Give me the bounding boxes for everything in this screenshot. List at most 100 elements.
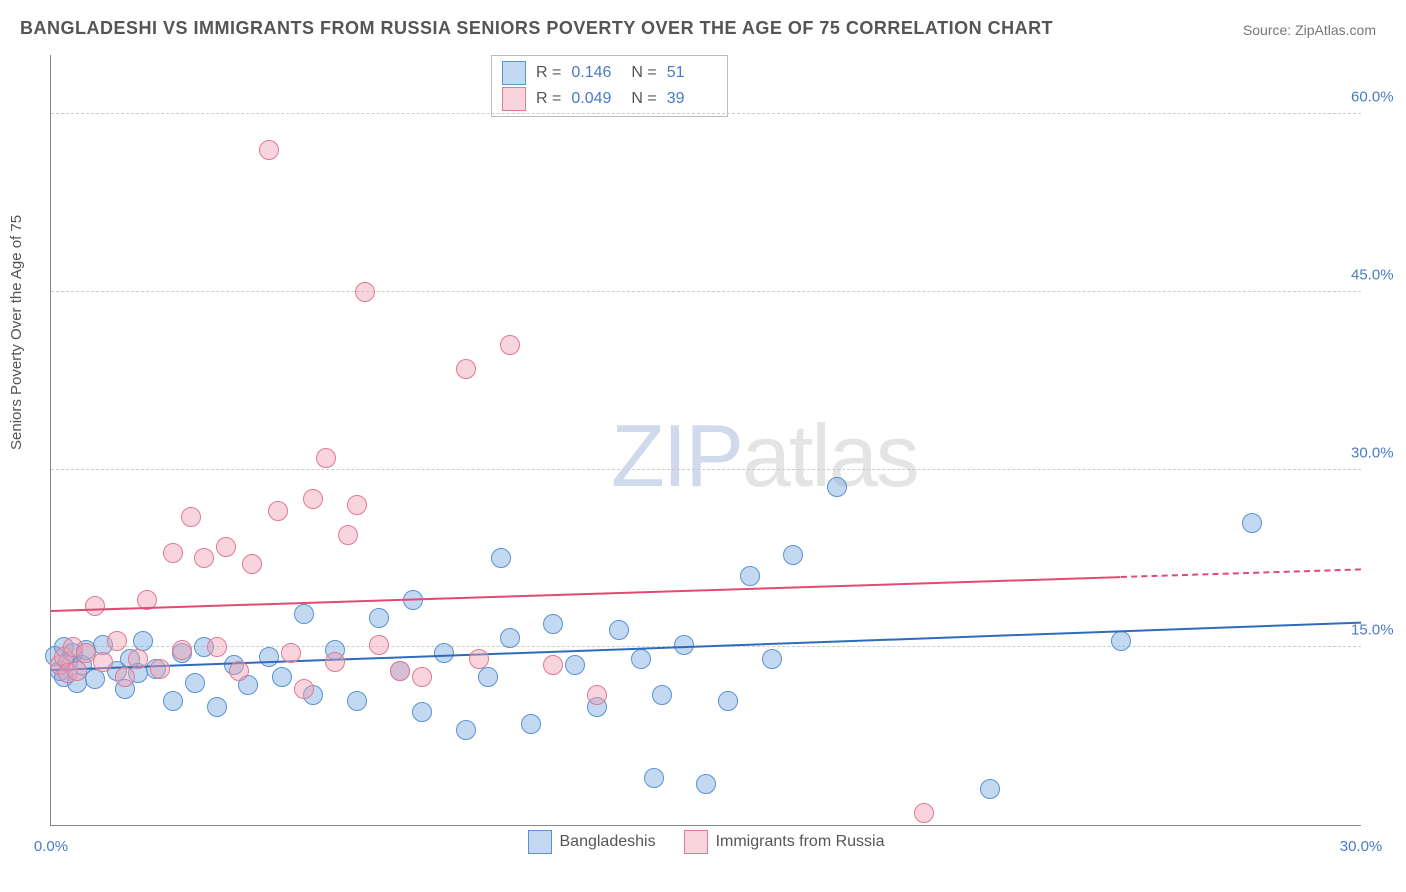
data-point <box>456 720 476 740</box>
stats-row: R = 0.049 N = 39 <box>502 86 717 112</box>
data-point <box>491 548 511 568</box>
data-point <box>194 548 214 568</box>
n-label: N = <box>631 86 656 112</box>
y-tick-label: 45.0% <box>1351 266 1406 283</box>
data-point <box>390 661 410 681</box>
data-point <box>281 643 301 663</box>
scatter-chart: ZIPatlas R =0.146N =51R =0.049N =39 Bang… <box>50 55 1361 826</box>
data-point <box>783 545 803 565</box>
x-tick-label: 0.0% <box>34 838 68 855</box>
data-point <box>652 685 672 705</box>
data-point <box>696 774 716 794</box>
data-point <box>303 489 323 509</box>
r-value: 0.146 <box>571 60 621 86</box>
data-point <box>587 685 607 705</box>
data-point <box>609 620 629 640</box>
data-point <box>914 803 934 823</box>
gridline <box>51 113 1361 114</box>
watermark: ZIPatlas <box>611 405 918 507</box>
data-point <box>172 640 192 660</box>
n-label: N = <box>631 60 656 86</box>
watermark-zip: ZIP <box>611 406 742 505</box>
data-point <box>347 691 367 711</box>
data-point <box>543 614 563 634</box>
data-point <box>128 649 148 669</box>
data-point <box>827 477 847 497</box>
data-point <box>163 543 183 563</box>
series-legend: Bangladeshis Immigrants from Russia <box>51 830 1361 859</box>
data-point <box>644 768 664 788</box>
source-label: Source: ZipAtlas.com <box>1243 22 1376 38</box>
data-point <box>207 637 227 657</box>
data-point <box>347 495 367 515</box>
gridline <box>51 291 1361 292</box>
legend-swatch <box>684 830 708 854</box>
data-point <box>478 667 498 687</box>
legend-swatch <box>528 830 552 854</box>
data-point <box>469 649 489 669</box>
data-point <box>338 525 358 545</box>
data-point <box>316 448 336 468</box>
y-axis-label: Seniors Poverty Over the Age of 75 <box>8 215 25 450</box>
data-point <box>107 631 127 651</box>
data-point <box>369 635 389 655</box>
data-point <box>543 655 563 675</box>
data-point <box>1111 631 1131 651</box>
data-point <box>259 140 279 160</box>
data-point <box>718 691 738 711</box>
data-point <box>369 608 389 628</box>
data-point <box>1242 513 1262 533</box>
data-point <box>521 714 541 734</box>
data-point <box>434 643 454 663</box>
chart-title: BANGLADESHI VS IMMIGRANTS FROM RUSSIA SE… <box>20 18 1053 39</box>
data-point <box>207 697 227 717</box>
data-point <box>325 652 345 672</box>
data-point <box>216 537 236 557</box>
x-tick-label: 30.0% <box>1340 838 1383 855</box>
data-point <box>115 667 135 687</box>
gridline <box>51 469 1361 470</box>
data-point <box>412 702 432 722</box>
stats-legend: R = 0.146 N = 51 R = 0.049 N = 39 <box>491 55 728 117</box>
data-point <box>740 566 760 586</box>
data-point <box>268 501 288 521</box>
data-point <box>242 554 262 574</box>
legend-label: Bangladeshis <box>560 833 656 851</box>
data-point <box>294 604 314 624</box>
data-point <box>456 359 476 379</box>
r-label: R = <box>536 86 561 112</box>
y-tick-label: 15.0% <box>1351 622 1406 639</box>
data-point <box>181 507 201 527</box>
data-point <box>762 649 782 669</box>
data-point <box>272 667 292 687</box>
data-point <box>631 649 651 669</box>
trend-line <box>1121 568 1361 578</box>
data-point <box>294 679 314 699</box>
data-point <box>85 596 105 616</box>
r-value: 0.049 <box>571 86 621 112</box>
y-tick-label: 60.0% <box>1351 89 1406 106</box>
stats-row: R = 0.146 N = 51 <box>502 60 717 86</box>
data-point <box>93 652 113 672</box>
data-point <box>500 335 520 355</box>
legend-label: Immigrants from Russia <box>716 833 885 851</box>
data-point <box>85 669 105 689</box>
r-label: R = <box>536 60 561 86</box>
data-point <box>500 628 520 648</box>
data-point <box>565 655 585 675</box>
data-point <box>163 691 183 711</box>
legend-item: Immigrants from Russia <box>684 830 885 854</box>
data-point <box>185 673 205 693</box>
legend-swatch <box>502 61 526 85</box>
n-value: 51 <box>667 60 717 86</box>
data-point <box>412 667 432 687</box>
data-point <box>67 661 87 681</box>
data-point <box>355 282 375 302</box>
trend-line <box>51 576 1121 612</box>
y-tick-label: 30.0% <box>1351 444 1406 461</box>
data-point <box>150 659 170 679</box>
data-point <box>229 661 249 681</box>
n-value: 39 <box>667 86 717 112</box>
legend-item: Bangladeshis <box>528 830 656 854</box>
data-point <box>259 647 279 667</box>
